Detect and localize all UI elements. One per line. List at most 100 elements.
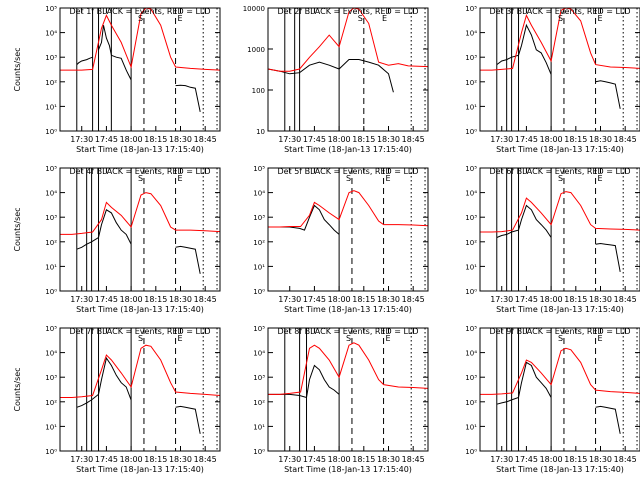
y-tick-label: 10¹ [45, 423, 57, 431]
y-tick-label: 10⁵ [45, 5, 57, 13]
y-tick-label: 10⁴ [45, 190, 57, 198]
panel-title: Det 2f BLACK = Events, RED = LLD [277, 7, 418, 16]
x-axis-label: Start Time (18-Jan-13 17:15:40) [284, 145, 412, 154]
y-tick-label: 10³ [45, 54, 57, 62]
x-tick-label: 18:30 [169, 455, 192, 464]
panel-title: Det 6f BLACK = Events, RED = LLD [489, 167, 630, 176]
panel-data-layer [268, 328, 428, 451]
x-tick-label: 17:30 [70, 295, 93, 304]
x-tick-label: 18:00 [120, 295, 143, 304]
y-tick-label: 10⁰ [253, 448, 265, 456]
y-tick-label: 10³ [465, 54, 477, 62]
annotation-end: E [598, 14, 603, 23]
y-tick-label: 1000 [247, 46, 265, 54]
x-tick-label: 18:45 [614, 455, 637, 464]
x-axis-label: Start Time (18-Jan-13 17:15:40) [76, 305, 204, 314]
annotation-start: S [138, 14, 143, 23]
y-tick-label: 10⁴ [253, 190, 265, 198]
x-tick-label: 17:30 [278, 455, 301, 464]
y-tick-label: 10¹ [253, 423, 265, 431]
series-line-events [595, 80, 621, 109]
x-tick-label: 17:45 [303, 135, 326, 144]
y-tick-label: 10¹ [45, 263, 57, 271]
y-tick-label: 10³ [465, 374, 477, 382]
series-line-events [595, 405, 621, 434]
axes-frame [479, 327, 640, 452]
y-tick-label: 10⁵ [253, 325, 265, 333]
axes-frame [479, 167, 640, 292]
annotation-end: E [386, 174, 391, 183]
x-tick-label: 18:45 [194, 455, 217, 464]
annotation-end: E [386, 334, 391, 343]
series-line-events [98, 25, 132, 81]
x-tick-label: 18:45 [402, 295, 425, 304]
panel-data-layer [60, 328, 220, 451]
y-tick-label: 10³ [253, 374, 265, 382]
panel-title: Det 1f BLACK = Events, RED = LLD [69, 7, 210, 16]
series-line-events [175, 245, 201, 274]
series-line-events [496, 23, 552, 75]
annotation-start: S [358, 14, 363, 23]
x-axis-label: Start Time (18-Jan-13 17:15:40) [284, 465, 412, 474]
panel-data-layer [480, 168, 640, 291]
series-line-lld [480, 347, 640, 395]
panel-det-4: 17:30 17:45 18:00 18:15 18:30 18:45 10⁰ 10¹ 10² 1… [13, 165, 221, 314]
x-tick-label: 17:30 [278, 135, 301, 144]
panel-title: Det 7f BLACK = Events, RED = LLD [69, 327, 210, 336]
panel-det-6: 17:30 17:45 18:00 18:15 18:30 18:45 10⁰ 10¹ 10² 1… [465, 165, 640, 314]
panel-det-2: 17:30 17:45 18:00 18:15 18:30 18:45 10 100 1000 1… [243, 5, 429, 154]
series-line-lld [268, 8, 428, 72]
x-tick-label: 18:15 [352, 295, 375, 304]
y-tick-label: 10³ [45, 374, 57, 382]
y-tick-label: 10³ [465, 214, 477, 222]
x-tick-label: 18:45 [402, 455, 425, 464]
x-tick-label: 18:45 [194, 295, 217, 304]
x-tick-label: 18:30 [589, 135, 612, 144]
y-tick-label: 10² [45, 239, 57, 247]
x-tick-label: 17:45 [515, 455, 538, 464]
y-tick-label: 10² [465, 399, 477, 407]
x-tick-label: 18:15 [352, 135, 375, 144]
y-tick-label: 10⁰ [45, 448, 57, 456]
axes-frame [59, 167, 221, 292]
y-axis-label: Counts/sec [13, 47, 22, 91]
panel-title: Det 8f BLACK = Events, RED = LLD [277, 327, 418, 336]
x-axis-label: Start Time (18-Jan-13 17:15:40) [496, 305, 624, 314]
annotation-start: S [558, 334, 563, 343]
y-tick-label: 10⁴ [253, 350, 265, 358]
x-tick-label: 17:45 [515, 295, 538, 304]
series-line-lld [268, 190, 428, 228]
y-tick-label: 10⁵ [45, 325, 57, 333]
x-tick-label: 17:45 [95, 135, 118, 144]
panel-title: Det 5f BLACK = Events, RED = LLD [277, 167, 418, 176]
x-tick-label: 17:45 [95, 295, 118, 304]
panel-det-1: 17:30 17:45 18:00 18:15 18:30 18:45 10⁰ 10¹ 10² 1… [13, 5, 221, 154]
y-tick-label: 10⁵ [253, 165, 265, 173]
x-tick-label: 17:30 [490, 295, 513, 304]
y-tick-label: 10⁴ [45, 350, 57, 358]
x-tick-label: 18:00 [120, 135, 143, 144]
x-tick-label: 18:30 [169, 295, 192, 304]
panel-det-3: 17:30 17:45 18:00 18:15 18:30 18:45 10⁰ 10¹ 10² 1… [465, 5, 640, 154]
y-tick-label: 10⁵ [45, 165, 57, 173]
y-axis-label: Counts/sec [13, 207, 22, 251]
x-tick-label: 18:15 [564, 295, 587, 304]
y-tick-label: 10³ [253, 214, 265, 222]
x-tick-label: 18:45 [402, 135, 425, 144]
panel-data-layer [480, 8, 640, 131]
series-line-lld [60, 192, 220, 235]
series-line-lld [480, 8, 640, 71]
y-tick-label: 10¹ [465, 263, 477, 271]
y-tick-label: 10⁴ [465, 190, 477, 198]
y-tick-label: 10² [465, 239, 477, 247]
y-tick-label: 10² [253, 399, 265, 407]
annotation-end: E [598, 174, 603, 183]
x-tick-label: 17:30 [490, 135, 513, 144]
y-axis-label: Counts/sec [13, 367, 22, 411]
y-tick-label: 10¹ [465, 103, 477, 111]
series-line-events [175, 84, 201, 113]
annotation-start: S [558, 14, 563, 23]
panel-data-layer [480, 328, 640, 451]
x-tick-label: 18:00 [328, 295, 351, 304]
